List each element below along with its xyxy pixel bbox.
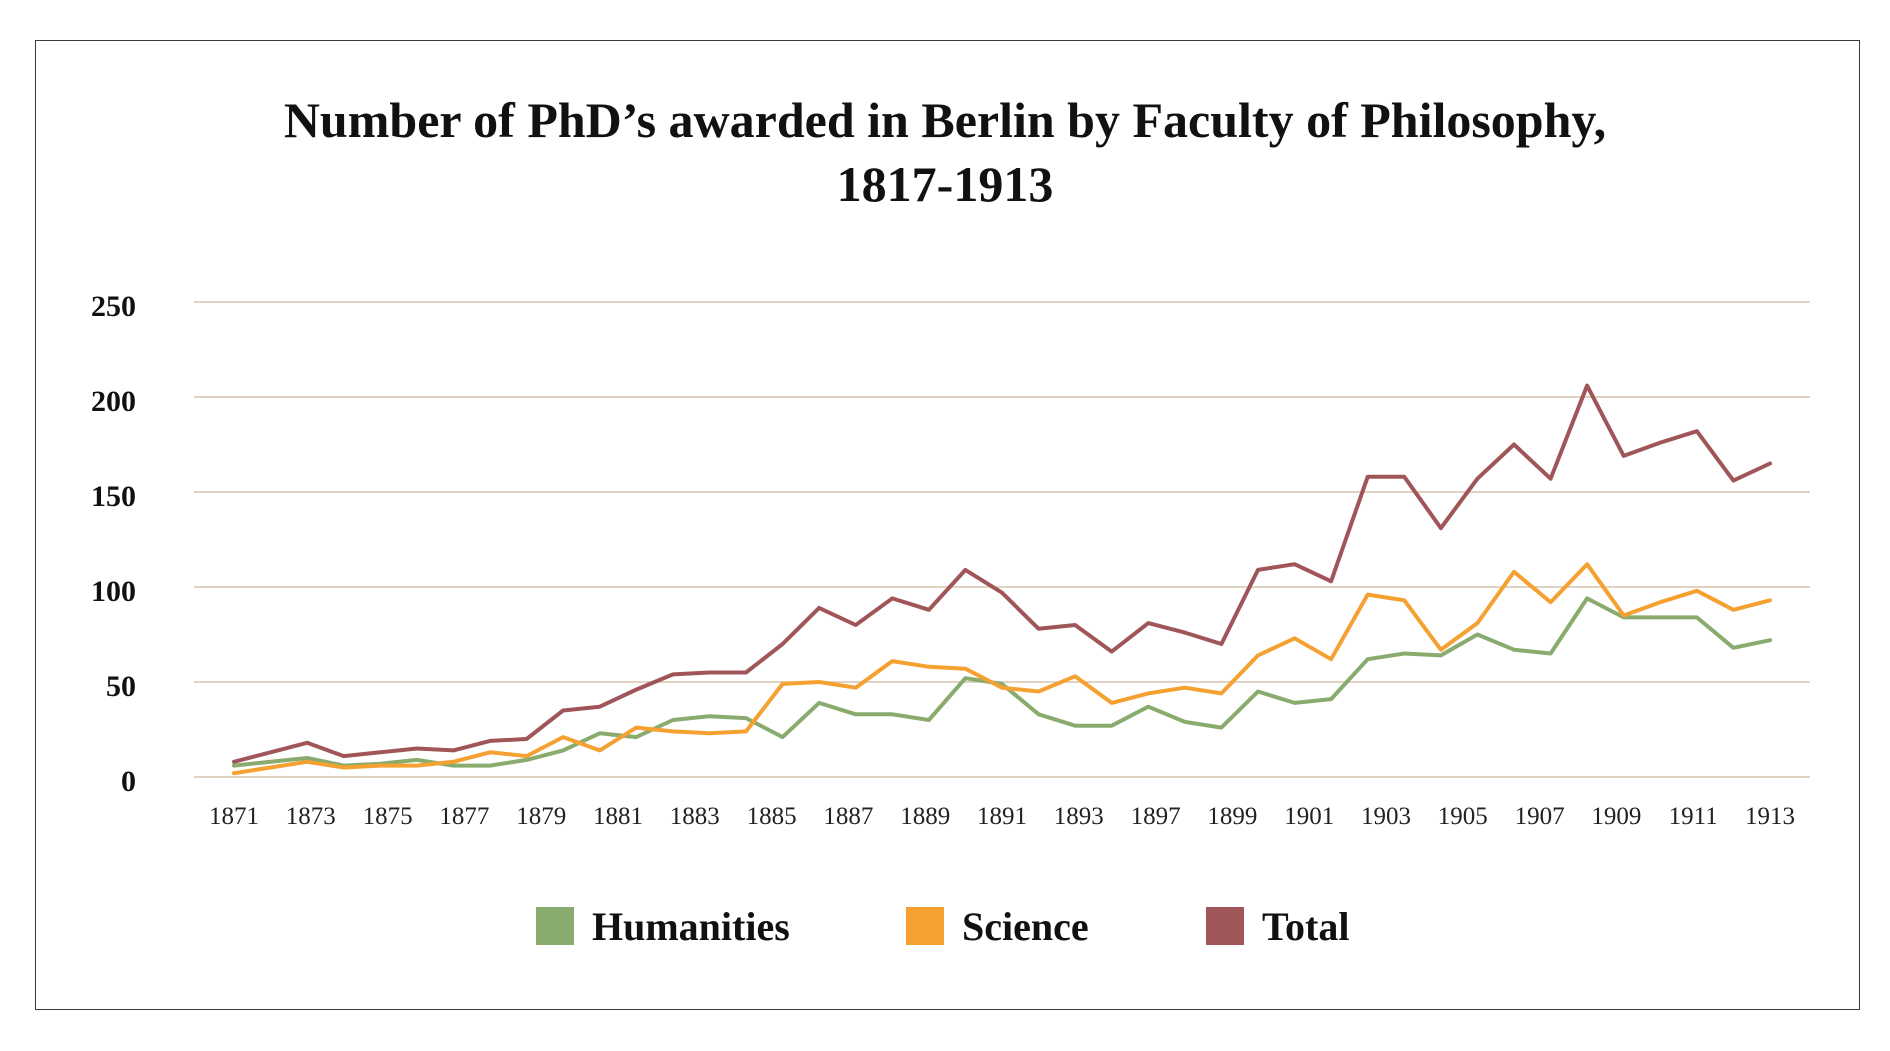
x-tick-label: 1897 bbox=[1131, 803, 1181, 830]
x-axis-ticks: 1871 1873 1875 1877 1879 1881 1883 1885 1887 1889… bbox=[209, 803, 1795, 830]
y-tick-label: 0 bbox=[121, 765, 136, 798]
x-tick-label: 1899 bbox=[1207, 803, 1257, 830]
y-tick-label: 200 bbox=[91, 385, 136, 418]
x-tick-label: 1909 bbox=[1591, 803, 1641, 830]
x-tick-label: 1889 bbox=[900, 803, 950, 830]
x-tick-label: 1887 bbox=[823, 803, 873, 830]
legend-label-humanities: Humanities bbox=[592, 903, 790, 949]
x-tick-label: 1893 bbox=[1054, 803, 1104, 830]
series-lines bbox=[232, 383, 1772, 776]
x-tick-label: 1879 bbox=[516, 803, 566, 830]
y-tick-label: 150 bbox=[91, 480, 136, 513]
legend-label-total: Total bbox=[1262, 903, 1350, 949]
x-tick-label: 1883 bbox=[670, 803, 720, 830]
legend: Humanities Science Total bbox=[0, 896, 1890, 956]
x-tick-label: 1873 bbox=[286, 803, 336, 830]
chart-frame bbox=[35, 40, 1860, 1010]
y-tick-label: 50 bbox=[106, 670, 136, 703]
legend-label-science: Science bbox=[962, 903, 1089, 949]
x-tick-label: 1881 bbox=[593, 803, 643, 830]
x-tick-label: 1891 bbox=[977, 803, 1027, 830]
gridlines bbox=[194, 301, 1810, 778]
series-line-total bbox=[232, 383, 1772, 764]
x-tick-label: 1903 bbox=[1361, 803, 1411, 830]
x-tick-label: 1911 bbox=[1669, 803, 1718, 830]
chart-title-line-1: Number of PhD’s awarded in Berlin by Fac… bbox=[283, 92, 1607, 148]
x-tick-label: 1885 bbox=[747, 803, 797, 830]
legend-swatch-science bbox=[906, 907, 944, 945]
x-tick-label: 1913 bbox=[1745, 803, 1795, 830]
series-line-science bbox=[232, 562, 1772, 776]
legend-item-science: Science bbox=[906, 896, 1089, 956]
legend-item-total: Total bbox=[1206, 896, 1349, 956]
y-tick-label: 250 bbox=[91, 290, 136, 323]
x-tick-label: 1877 bbox=[439, 803, 489, 830]
x-tick-label: 1905 bbox=[1438, 803, 1488, 830]
x-tick-label: 1901 bbox=[1284, 803, 1334, 830]
x-tick-label: 1907 bbox=[1515, 803, 1565, 830]
x-tick-label: 1871 bbox=[209, 803, 259, 830]
y-tick-label: 100 bbox=[91, 575, 136, 608]
series-line-humanities bbox=[232, 596, 1772, 768]
chart-title-line-2: 1817-1913 bbox=[836, 156, 1054, 212]
y-axis-ticks: 0 50 100 150 200 250 bbox=[91, 290, 136, 798]
legend-swatch-humanities bbox=[536, 907, 574, 945]
chart-title: Number of PhD’s awarded in Berlin by Fac… bbox=[0, 88, 1890, 216]
legend-swatch-total bbox=[1206, 907, 1244, 945]
x-tick-label: 1875 bbox=[363, 803, 413, 830]
legend-item-humanities: Humanities bbox=[536, 896, 790, 956]
